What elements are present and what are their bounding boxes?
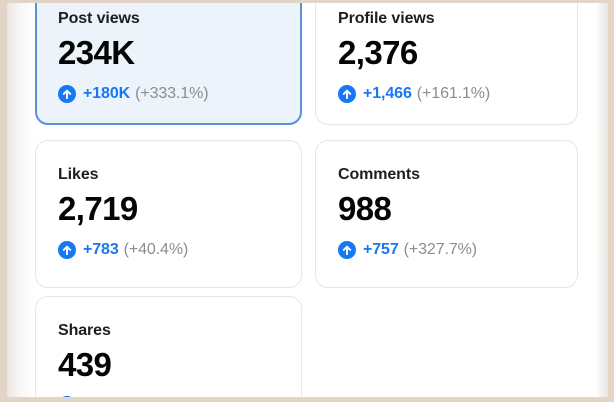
up-arrow-icon	[338, 85, 356, 103]
right-edge-gutter	[597, 3, 608, 397]
up-arrow-icon	[58, 85, 76, 103]
metric-change-row: +1,466 (+161.1%)	[338, 84, 555, 104]
metric-card-likes[interactable]: Likes 2,719 +783 (+40.4%)	[35, 140, 302, 288]
metric-label: Likes	[58, 166, 99, 183]
metric-change-delta: +757	[363, 241, 399, 258]
metric-change-delta: +180K	[83, 85, 131, 102]
metric-change-row: +757 (+327.7%)	[338, 240, 555, 260]
up-arrow-icon	[58, 241, 76, 259]
metric-value: 439	[58, 346, 112, 383]
metric-value: 234K	[58, 34, 135, 71]
metric-card-comments[interactable]: Comments 988 +757 (+327.7%)	[315, 140, 578, 288]
metric-card-post-views[interactable]: Post views 234K +180K (+333.1%)	[35, 3, 302, 125]
metric-change-percent: (+40.4%)	[123, 241, 189, 258]
metric-change-delta: +783	[83, 241, 119, 258]
metric-value: 2,376	[338, 34, 418, 71]
up-arrow-icon	[338, 241, 356, 259]
metric-change-percent: (+333.1%)	[135, 85, 209, 102]
metric-card-shares[interactable]: Shares 439	[35, 296, 302, 397]
metric-change-percent: (+327.7%)	[403, 241, 478, 258]
metric-card-profile-views[interactable]: Profile views 2,376 +1,466 (+161.1%)	[315, 3, 578, 125]
metric-label: Comments	[338, 166, 420, 183]
metric-change-row: +783 (+40.4%)	[58, 240, 279, 260]
left-edge-gutter	[7, 3, 33, 397]
metric-change-percent: (+161.1%)	[416, 85, 491, 102]
metric-value: 2,719	[58, 190, 138, 227]
app-screen-panel: Post views 234K +180K (+333.1%) Profile …	[7, 3, 608, 397]
metric-label: Post views	[58, 10, 140, 27]
up-arrow-icon	[58, 396, 76, 397]
metric-change-row	[58, 396, 279, 397]
metric-change-delta: +1,466	[363, 85, 412, 102]
metric-change-row: +180K (+333.1%)	[58, 84, 279, 104]
metric-value: 988	[338, 190, 392, 227]
metric-label: Profile views	[338, 10, 435, 27]
metric-label: Shares	[58, 322, 111, 339]
